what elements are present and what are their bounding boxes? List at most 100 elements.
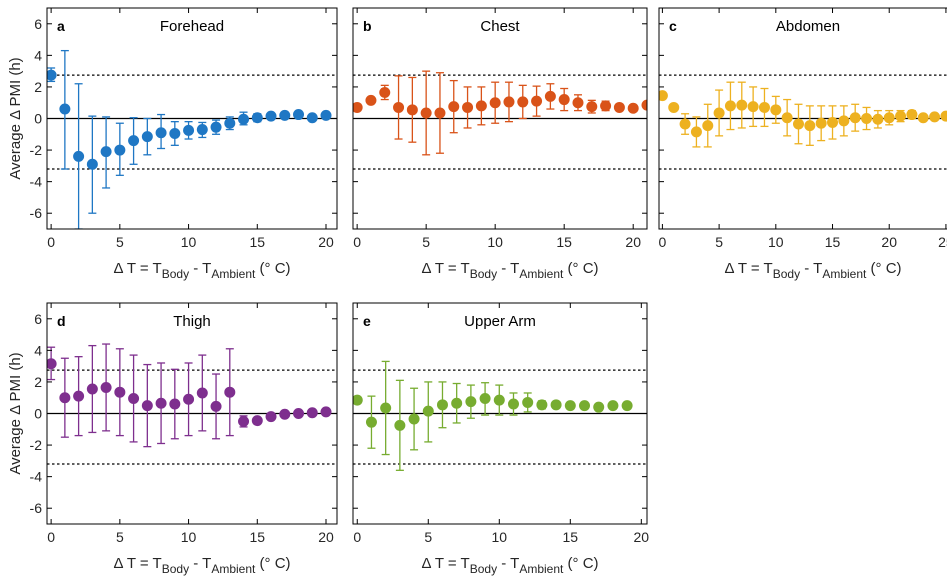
data-point: [306, 112, 318, 124]
y-tick-label: 6: [34, 311, 42, 327]
data-point: [679, 118, 691, 130]
plot-area-a: [47, 49, 337, 229]
panel-a: 0 5 10 15 20 -6 -4 -2 0 2 4 6 a Forehead Δ T = TBody -…: [7, 7, 338, 281]
data-point: [550, 399, 562, 411]
x-tick-label: 5: [116, 234, 124, 250]
y-tick-label: 6: [34, 16, 42, 32]
x-tick-label: 0: [47, 234, 55, 250]
data-point: [293, 408, 305, 419]
data-point: [861, 113, 873, 124]
data-point: [451, 397, 463, 409]
data-point: [522, 396, 534, 408]
x-tick-label: 5: [422, 234, 430, 250]
data-point: [849, 112, 861, 124]
x-tick-label: 15: [563, 529, 579, 545]
x-axis-label-part: (° C): [563, 555, 598, 572]
panel-title: Forehead: [160, 18, 224, 35]
data-point: [210, 121, 222, 133]
data-point: [724, 100, 736, 112]
x-axis-label: Δ T = TBody - TAmbient (° C): [421, 555, 598, 576]
y-axis-label: Average Δ PMI (h): [7, 352, 24, 474]
data-point: [572, 97, 584, 109]
data-point: [940, 110, 947, 122]
x-tick-label: 20: [881, 234, 897, 250]
data-point: [747, 101, 759, 113]
y-axis-label: Average Δ PMI (h): [7, 57, 24, 179]
y-tick-label: -4: [30, 469, 43, 485]
x-axis-label-part: (° C): [563, 260, 598, 277]
data-point: [503, 96, 515, 108]
plot-area-c: [659, 74, 947, 170]
y-tick-label: -6: [30, 500, 43, 516]
data-point: [238, 415, 250, 427]
data-point: [434, 107, 446, 119]
data-point: [448, 101, 460, 113]
data-point: [224, 386, 236, 398]
data-point: [47, 358, 57, 370]
data-point: [380, 402, 392, 414]
data-point: [586, 101, 598, 113]
x-tick-label: 15: [249, 529, 265, 545]
x-tick-label: 0: [47, 529, 55, 545]
x-axis-label-subscript: Body: [470, 562, 497, 576]
x-axis-label: Δ T = TBody - TAmbient (° C): [113, 555, 290, 576]
x-axis-label: Δ T = TBody - TAmbient (° C): [421, 260, 598, 281]
x-axis-label-subscript: Ambient: [822, 267, 867, 281]
data-point: [73, 390, 85, 402]
x-axis-label-subscript: Body: [162, 562, 189, 576]
data-point: [128, 393, 140, 405]
data-point: [770, 104, 782, 116]
data-point: [702, 120, 714, 132]
data-point: [827, 116, 839, 128]
x-tick-label: 20: [625, 234, 641, 250]
panel-title: Thigh: [173, 313, 211, 330]
x-axis-label-part: - T: [800, 260, 822, 277]
data-point: [59, 103, 71, 115]
data-point: [564, 400, 576, 412]
data-point: [465, 396, 477, 408]
data-point: [475, 100, 487, 112]
y-tick-label: -2: [30, 142, 43, 158]
x-tick-label: 20: [318, 529, 334, 545]
y-tick-label: 0: [34, 111, 42, 127]
data-point: [804, 120, 816, 132]
panel-e: 0 5 10 15 20 e Upper Arm Δ T = TBody - TAmbient…: [352, 302, 650, 576]
data-point: [641, 99, 647, 111]
data-point: [883, 112, 895, 124]
data-point: [365, 416, 377, 428]
panel-title: Chest: [480, 18, 520, 35]
x-axis-label-subscript: Ambient: [211, 267, 256, 281]
x-axis-label-part: - T: [189, 260, 211, 277]
data-point: [536, 399, 548, 411]
x-tick-label: 15: [249, 234, 265, 250]
data-point: [781, 112, 793, 124]
data-point: [320, 406, 332, 418]
x-tick-label: 10: [181, 234, 197, 250]
data-point: [183, 393, 195, 405]
data-point: [100, 381, 112, 393]
x-tick-label: 15: [825, 234, 841, 250]
data-point: [517, 96, 529, 108]
panel-letter: a: [57, 18, 65, 34]
x-tick-label: 20: [318, 234, 334, 250]
data-point: [792, 118, 804, 130]
data-point: [86, 158, 98, 170]
data-point: [621, 400, 633, 412]
plot-area-d: [47, 343, 337, 465]
x-axis-label-part: (° C): [866, 260, 901, 277]
x-tick-label: 20: [634, 529, 650, 545]
data-point: [86, 383, 98, 395]
data-point: [251, 112, 263, 124]
data-point: [155, 127, 167, 139]
data-point: [613, 101, 625, 113]
x-axis-label-subscript: Body: [773, 267, 800, 281]
data-point: [906, 109, 918, 121]
data-point: [155, 397, 167, 409]
y-tick-label: -2: [30, 437, 43, 453]
x-axis-label-subscript: Ambient: [211, 562, 256, 576]
data-point: [265, 411, 277, 423]
x-tick-label: 10: [487, 234, 503, 250]
data-point: [279, 109, 291, 121]
data-point: [462, 101, 474, 113]
data-point: [183, 124, 195, 136]
